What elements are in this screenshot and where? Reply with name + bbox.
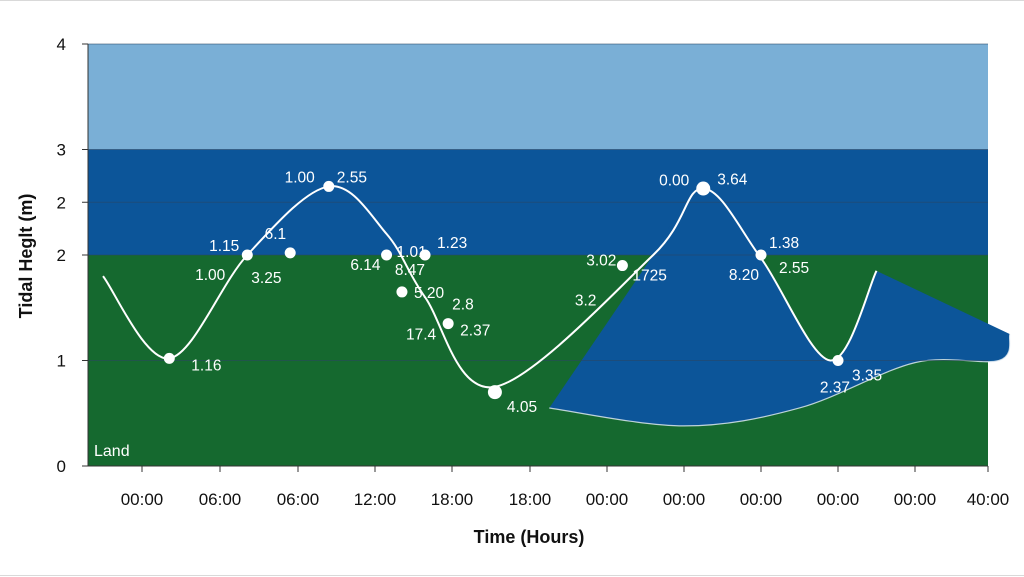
data-point (396, 286, 408, 298)
data-label: 3.64 (717, 172, 748, 189)
y-tick-label: 0 (57, 457, 66, 476)
x-tick-label: 00:00 (894, 490, 937, 509)
axes-layer: 0 1 2 2 3 4 00:00 06:00 06:00 12:00 18:00 18:00 00:0… (57, 35, 1010, 509)
x-tick-label: 12:00 (354, 490, 397, 509)
data-label: 3.2 (575, 293, 597, 310)
data-label: 0.00 (659, 173, 690, 190)
y-axis-title: Tidal Heglt (m) (16, 194, 36, 319)
water-layer (549, 188, 1011, 427)
data-label: 6.14 (350, 257, 381, 274)
x-tick-label: 00:00 (740, 490, 783, 509)
data-point (381, 249, 393, 261)
data-label: 1.23 (437, 235, 467, 252)
data-label: 4.05 (507, 399, 537, 416)
tide-water-area (549, 188, 1010, 426)
data-point (323, 180, 335, 192)
x-tick-label: 18:00 (431, 490, 474, 509)
data-label: 2.8 (452, 297, 474, 314)
data-label: 1.00 (195, 267, 226, 284)
data-point (241, 249, 253, 261)
y-tick-label: 3 (57, 141, 66, 160)
y-tick-label: 2 (57, 246, 66, 265)
x-tick-label: 00:00 (663, 490, 706, 509)
data-point (755, 249, 767, 261)
points-layer (163, 180, 844, 400)
data-point (419, 249, 431, 261)
data-label: 8.47 (395, 262, 425, 279)
data-label: 1.00 (285, 169, 316, 186)
data-point (832, 355, 844, 366)
data-label: 1.15 (209, 238, 239, 255)
land-boundary-line (549, 333, 1011, 427)
zone-water-shallow (88, 44, 988, 150)
data-label: 2.55 (779, 260, 809, 277)
data-point (696, 181, 711, 196)
data-point (163, 352, 175, 364)
x-tick-label: 06:00 (277, 490, 320, 509)
tide-curve (102, 185, 878, 389)
data-point (442, 318, 454, 330)
x-tick-label: 06:00 (199, 490, 242, 509)
data-label: 2.55 (337, 169, 367, 186)
data-label: 6.1 (265, 226, 287, 243)
x-tick-label: 00:00 (817, 490, 860, 509)
land-zone-label: Land (94, 443, 130, 460)
y-tick-label: 1 (57, 352, 66, 371)
data-label: 8.20 (729, 267, 760, 284)
data-label: 17.4 (406, 327, 437, 344)
curve-layer (102, 185, 878, 389)
data-label: 3.25 (251, 270, 281, 287)
x-tick-label: 00:00 (586, 490, 629, 509)
data-label: 1.38 (769, 235, 799, 252)
x-tick-label: 00:00 (121, 490, 164, 509)
data-label: 3.35 (852, 368, 882, 385)
y-tick-label: 4 (57, 35, 66, 54)
data-label: 1.16 (191, 357, 221, 374)
data-label: 1.01 (397, 244, 427, 261)
data-point (616, 260, 628, 272)
data-label: 3.02 (586, 253, 616, 270)
data-point (284, 247, 296, 259)
data-label: 5.20 (414, 285, 445, 302)
data-label: 2.37 (460, 323, 490, 340)
x-tick-label: 18:00 (509, 490, 552, 509)
data-label: 1725 (632, 268, 666, 285)
x-axis-title: Time (Hours) (474, 527, 585, 547)
data-label: 2.37 (820, 380, 850, 397)
labels-layer: 1.16 1.15 1.00 3.25 6.1 1.00 2.55 1.01 6.14 5.20 1… (191, 169, 882, 416)
data-point (487, 385, 502, 400)
x-tick-label: 40:00 (967, 490, 1010, 509)
y-tick-label: 2 (57, 193, 66, 212)
